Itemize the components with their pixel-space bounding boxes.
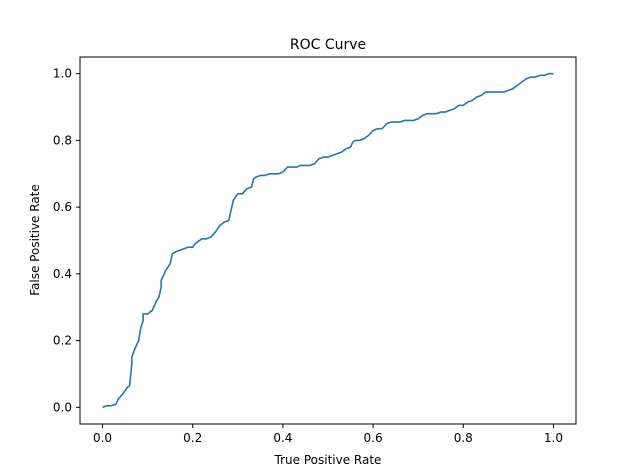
y-tick-label: 1.0 xyxy=(53,67,72,81)
y-tick-label: 0.4 xyxy=(53,267,72,281)
y-tick-label: 0.2 xyxy=(53,334,72,348)
x-tick-label: 0.2 xyxy=(183,431,202,445)
chart-title: ROC Curve xyxy=(290,37,366,53)
roc-curve-line xyxy=(102,72,554,409)
y-tick-label: 0.0 xyxy=(53,400,72,414)
x-tick-label: 0.6 xyxy=(364,431,383,445)
y-tick-label: 0.6 xyxy=(53,200,72,214)
y-axis-ticks: 0.0 0.2 0.4 0.6 0.8 1.0 xyxy=(53,67,80,414)
plot-frame xyxy=(79,56,577,425)
x-axis-label: True Positive Rate xyxy=(274,453,382,467)
y-tick-label: 0.8 xyxy=(53,133,72,147)
x-tick-label: 1.0 xyxy=(544,431,563,445)
y-axis-label: False Positive Rate xyxy=(28,184,42,296)
plot-area xyxy=(80,57,576,424)
series-group xyxy=(102,72,554,409)
x-tick-label: 0.4 xyxy=(273,431,292,445)
x-tick-label: 0.0 xyxy=(93,431,112,445)
x-tick-label: 0.8 xyxy=(454,431,473,445)
x-axis-ticks: 0.0 0.2 0.4 0.6 0.8 1.0 xyxy=(93,424,563,445)
